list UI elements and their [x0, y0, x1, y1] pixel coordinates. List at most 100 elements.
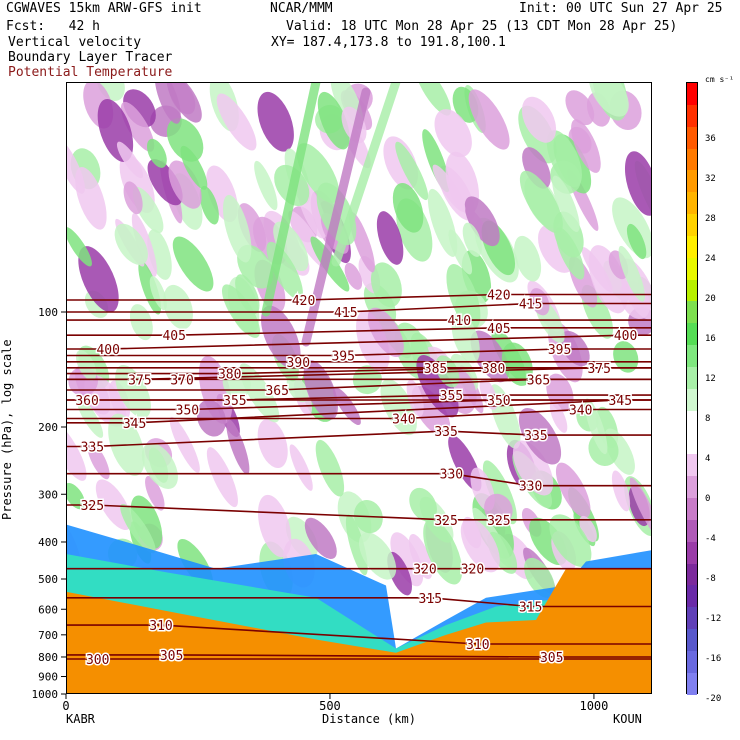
y-tick-label: 300	[38, 488, 58, 501]
field-vertical-velocity: Vertical velocity	[8, 35, 142, 50]
y-axis-label: Pressure (hPa), log scale	[0, 339, 14, 520]
downdraft-cell	[257, 91, 294, 152]
theta-contour-label: 320	[461, 563, 484, 578]
theta-contour-335	[66, 430, 652, 448]
theta-contour-label: 355	[440, 389, 463, 404]
theta-contour-label: 405	[487, 322, 510, 337]
downdraft-cell	[206, 447, 238, 508]
colorbar-swatch	[687, 432, 697, 455]
forecast-hour: Fcst: 42 h	[6, 19, 100, 34]
updraft-cell	[222, 367, 251, 399]
updraft-cell	[519, 170, 563, 234]
theta-contour-label: 350	[487, 394, 510, 409]
colorbar-tick-label: -12	[705, 614, 722, 624]
updraft-cell	[310, 236, 350, 292]
theta-contour-label: 325	[81, 499, 104, 514]
theta-contour-label: 325	[434, 514, 457, 529]
updraft-cell	[462, 222, 482, 257]
downdraft-cell	[484, 493, 513, 525]
x-tick-label: 500	[319, 699, 341, 713]
colorbar-swatch	[687, 454, 697, 477]
colorbar	[686, 82, 698, 695]
updraft-cell	[120, 503, 156, 554]
downdraft-cell	[406, 379, 424, 417]
theta-contour-label: 310	[149, 619, 172, 634]
theta-contour-label: 325	[487, 514, 510, 529]
downdraft-cell	[464, 196, 500, 247]
updraft-cell	[589, 82, 629, 117]
downdraft-cell	[332, 387, 361, 426]
colorbar-swatch	[687, 83, 697, 105]
theta-contour-label: 310	[466, 638, 489, 653]
colorbar-swatch	[687, 126, 697, 149]
theta-contour-315	[66, 597, 652, 608]
theta-contour-label: 395	[331, 350, 354, 365]
colorbar-swatch	[687, 519, 697, 542]
updraft-cell	[114, 223, 148, 265]
updraft-cell	[501, 342, 533, 386]
theta-contour-label: 390	[287, 356, 310, 371]
theta-contour-label: 355	[223, 394, 246, 409]
updraft-cell	[409, 487, 437, 522]
downdraft-cell	[571, 119, 601, 173]
downdraft-cell	[588, 245, 628, 314]
y-tick-label: 100	[38, 306, 58, 319]
theta-contour-label: 405	[162, 329, 185, 344]
updraft-cell	[626, 223, 647, 260]
theta-contour-label: 370	[170, 373, 193, 388]
wave-streak	[331, 82, 401, 267]
y-tick-label: 800	[38, 651, 58, 664]
updraft-cell	[317, 91, 350, 150]
colorbar-tick-label: -20	[705, 694, 722, 704]
downdraft-cell	[579, 515, 597, 543]
downdraft-cell	[518, 408, 562, 465]
theta-contour-405	[66, 327, 652, 336]
colorbar-swatch	[687, 235, 697, 258]
updraft-cell	[221, 284, 261, 338]
updraft-cell	[451, 312, 480, 364]
theta-contour-label: 345	[123, 417, 146, 432]
downdraft-cell	[479, 378, 498, 410]
updraft-cell	[359, 532, 397, 580]
downdraft-cell	[226, 418, 250, 475]
colorbar-swatch	[687, 672, 697, 695]
updraft-cell	[146, 138, 167, 168]
updraft-cell	[254, 160, 278, 211]
theta-contour-label: 330	[440, 468, 463, 483]
colorbar-swatch	[687, 279, 697, 302]
theta-contour-label: 400	[96, 343, 119, 358]
x-tick-label: 0	[62, 699, 69, 713]
updraft-cell	[235, 274, 260, 315]
terrain-fill	[66, 568, 652, 694]
colorbar-swatch	[687, 541, 697, 564]
theta-contour-label: 305	[160, 649, 183, 664]
updraft-cell	[172, 236, 214, 292]
valid-time: Valid: 18 UTC Mon 28 Apr 25 (13 CDT Mon …	[286, 19, 678, 34]
downdraft-cell	[168, 160, 202, 209]
downdraft-cell	[169, 416, 200, 473]
colorbar-tick-label: -4	[705, 534, 716, 544]
updraft-cell	[584, 398, 608, 455]
updraft-cell	[66, 227, 92, 267]
theta-contour-label: 415	[334, 306, 357, 321]
theta-contour-label: 305	[540, 651, 563, 666]
updraft-cell	[180, 145, 208, 190]
downdraft-cell	[629, 477, 652, 539]
updraft-cell	[549, 514, 592, 567]
downdraft-cell	[154, 82, 181, 124]
updraft-cell	[392, 182, 424, 233]
downdraft-cell	[257, 494, 292, 558]
colorbar-tick-label: 12	[705, 374, 716, 384]
y-tick-label: 900	[38, 671, 58, 684]
colorbar-swatch	[687, 301, 697, 324]
init-time: Init: 00 UTC Sun 27 Apr 25	[519, 1, 723, 16]
colorbar-swatch	[687, 607, 697, 630]
updraft-cell	[115, 364, 151, 419]
colorbar-swatch	[687, 148, 697, 171]
colorbar-tick-label: 0	[705, 494, 711, 504]
theta-contour-325	[66, 504, 652, 521]
y-tick-label: 200	[38, 421, 58, 434]
downdraft-cell	[116, 141, 144, 179]
downdraft-cell	[147, 159, 183, 206]
colorbar-swatch	[687, 498, 697, 520]
